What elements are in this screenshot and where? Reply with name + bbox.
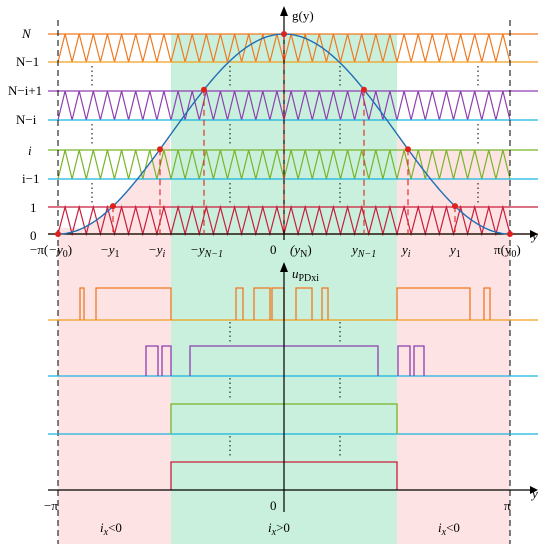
bottom-x-axis-label: y [530,486,538,501]
sample-point [452,203,458,210]
level-label-0: 0 [30,228,37,243]
region-label-right: ix<0 [438,520,460,538]
region-label-center: ix>0 [268,520,290,538]
top-y-arrow [280,6,288,16]
top-x-arrow [530,230,538,238]
tick-neg-pi: −π(−y0) [30,242,72,260]
tick-pi: π(y0) [494,242,521,260]
level-label-N: N [21,26,32,41]
bottom-x-arrow [530,486,538,494]
sample-point [405,146,411,153]
top-tick-labels: −π(−y0) −y1 −yi −yN−1 0 (yN) yN−1 yi y1 … [30,242,521,260]
tick-neg-yi: −yi [148,242,166,260]
sample-point [157,146,163,153]
tick-yN1: yN−1 [350,242,376,260]
bottom-tick-zero: 0 [270,498,277,513]
top-x-axis-label: y [530,228,538,243]
level-label-i: i [28,143,32,158]
pulse-trains [48,287,538,490]
region-label-left: ix<0 [100,520,122,538]
level-label-1: 1 [30,200,37,215]
sample-point [507,231,513,237]
tick-yN: (yN) [290,242,312,260]
tick-zero: 0 [270,242,277,257]
sample-point [110,203,116,210]
level-label-i-minus-1: i−1 [22,171,39,186]
level-label-N-minus-i: N−i [16,112,37,127]
sample-point [361,86,367,93]
pulse-train-0 [79,287,491,320]
tick-neg-y1: −y1 [100,242,120,260]
dotted-connectors [91,66,479,458]
bottom-tick-neg-pi: −π [44,498,58,513]
level-label-N-minus-1: N−1 [16,54,39,69]
tick-neg-yN1: −yN−1 [190,242,223,260]
level-label-N-minus-i-plus-1: N−i+1 [8,83,42,98]
tick-yi: yi [400,242,411,260]
region-left-pink [58,228,171,544]
sample-point [281,31,287,37]
sample-point [55,231,61,237]
bottom-y-arrow [280,262,288,272]
bottom-tick-pi: π [504,498,511,513]
sample-point [201,86,207,93]
region-under-curve-pink [58,135,171,234]
sample-projections [55,31,513,237]
tick-y1: y1 [448,242,461,260]
top-y-axis-label: g(y) [292,8,314,23]
region-under-curve-pink-right [397,134,510,234]
bottom-y-axis-label: uPDxi [292,266,319,284]
